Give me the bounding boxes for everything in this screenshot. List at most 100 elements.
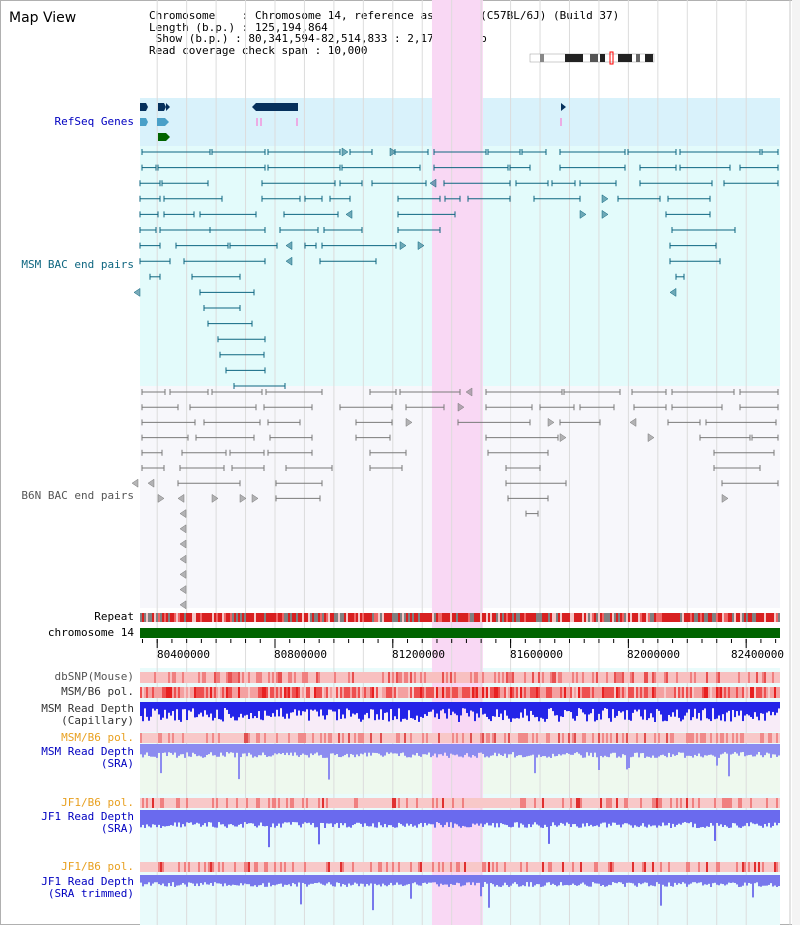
msm-depth-capillary-track-bar: [558, 702, 560, 722]
jf1-depth-sra-track-bar: [362, 810, 364, 827]
msm-b6-pol-track-2-cell: [572, 733, 574, 743]
msm-depth-sra-track-bar: [766, 744, 768, 753]
msm-b6-pol-track-cell: [468, 687, 470, 698]
msm-depth-capillary-track-bar: [146, 702, 148, 717]
msm-depth-capillary-track-bar: [640, 702, 642, 717]
jf1-depth-sra-track-bar: [760, 810, 762, 826]
jf1-depth-sra-track-bar: [620, 810, 622, 828]
msm-b6-pol-track-cell: [486, 687, 488, 698]
msm-depth-sra-track-bar: [764, 744, 766, 756]
msm-depth-capillary-track-bar: [524, 702, 526, 709]
msm-depth-capillary-track-bar: [258, 702, 260, 712]
msm-depth-capillary-track-bar: [342, 702, 344, 715]
msm-b6-pol-track-2-cell: [256, 733, 258, 743]
jf1-depth-sra-track-bar: [578, 810, 580, 828]
jf1-depth-trimmed-track-bar: [316, 875, 318, 884]
jf1-depth-trimmed-track-bar: [544, 875, 546, 886]
jf1-depth-sra-track-bar: [668, 810, 670, 823]
repeat-element: [280, 613, 282, 622]
msm-depth-capillary-track-bar: [664, 702, 666, 721]
dbsnp-track-cell: [318, 672, 320, 683]
jf1-depth-trimmed-track-bar: [446, 875, 448, 885]
jf1-b6-pol-track-cell: [274, 798, 276, 808]
jf1-b6-pol-track-2-cell: [660, 862, 662, 872]
msm-depth-sra-track-bar: [516, 744, 518, 756]
msm-b6-pol-track-2-cell: [704, 733, 706, 743]
jf1-depth-sra-track-bar: [340, 810, 342, 824]
msm-depth-capillary-track-bar: [446, 702, 448, 719]
jf1-depth-sra-track-bar: [234, 810, 236, 827]
b6n-bac-pair-end: [239, 493, 247, 503]
jf1-depth-trimmed-track-bar: [602, 875, 604, 886]
msm-b6-pol-track-cell: [614, 687, 616, 698]
jf1-depth-sra-track-bar: [756, 810, 758, 824]
msm-b6-pol-track-cell: [340, 687, 342, 698]
jf1-depth-sra-track-bar: [676, 810, 678, 825]
grid-lines: [156, 0, 747, 925]
msm-b6-pol-track-2-cell: [422, 733, 424, 743]
jf1-depth-sra-track-bar: [144, 810, 146, 828]
msm-b6-pol-track-cell: [720, 687, 722, 698]
msm-depth-capillary-track-bar: [470, 702, 472, 711]
jf1-b6-pol-track-cell: [462, 798, 464, 808]
repeat-element: [664, 613, 666, 622]
track-label-refseq[interactable]: RefSeq Genes: [54, 115, 134, 128]
b6n-bac-pair-end: [559, 433, 567, 443]
dbsnp-track-cell: [226, 672, 228, 683]
jf1-depth-trimmed-track-bar: [624, 875, 626, 887]
repeat-element: [250, 613, 252, 622]
msm-depth-sra-track-bar: [432, 744, 434, 756]
msm-depth-capillary-track-bar: [154, 702, 156, 711]
msm-depth-sra-track-bar: [554, 744, 556, 757]
msm-b6-pol-track-2-cell: [616, 733, 618, 743]
repeat-element: [344, 613, 346, 622]
msm-b6-pol-track-cell: [628, 687, 630, 698]
msm-depth-capillary-track-bar: [654, 702, 656, 722]
msm-b6-pol-track-2-cell: [140, 733, 142, 743]
msm-depth-sra-track-bar: [660, 744, 662, 756]
scrollbar-track[interactable]: [792, 0, 800, 925]
repeat-element: [304, 613, 306, 622]
jf1-depth-sra-track-bar: [240, 810, 242, 824]
msm-b6-pol-track-cell: [316, 687, 318, 698]
track-label-b6n-bac[interactable]: B6N BAC end pairs: [21, 489, 134, 502]
jf1-depth-sra-track-bar: [372, 810, 374, 824]
jf1-depth-sra-track-bar: [584, 810, 586, 827]
msm-b6-pol-track-cell: [142, 687, 144, 698]
msm-depth-capillary-track-bar: [732, 702, 734, 710]
repeat-element: [620, 613, 622, 622]
msm-depth-sra-track-bar: [164, 744, 166, 753]
msm-b6-pol-track-cell: [764, 687, 766, 698]
repeat-element: [750, 613, 752, 622]
msm-depth-capillary-track-bar: [734, 702, 736, 718]
msm-depth-capillary-track-bar: [188, 702, 190, 711]
jf1-b6-pol-track-2-cell: [520, 862, 522, 872]
msm-depth-capillary-track-bar: [376, 702, 378, 715]
msm-depth-capillary-track-bar: [508, 702, 510, 719]
jf1-depth-sra-track-bar: [358, 810, 360, 823]
repeat-element: [160, 613, 162, 622]
msm-depth-sra-track-bar: [492, 744, 494, 756]
jf1-depth-sra-track-bar: [244, 810, 246, 823]
msm-depth-capillary-track-bar: [340, 702, 342, 719]
jf1-b6-pol-track-2-cell: [758, 862, 760, 872]
jf1-depth-sra-track-bar: [644, 810, 646, 827]
jf1-depth-trimmed-track-bar: [386, 875, 388, 887]
jf1-depth-sra-track-bar: [190, 810, 192, 823]
msm-depth-capillary-track-bar: [196, 702, 198, 718]
msm-b6-pol-track-2-cell: [360, 733, 362, 743]
jf1-depth-trimmed-track-bar: [722, 875, 724, 885]
dbsnp-track-cell: [174, 672, 176, 683]
msm-depth-capillary-track-bar: [218, 702, 220, 720]
msm-depth-capillary-track-bar: [770, 702, 772, 716]
msm-depth-sra-track-bar: [388, 744, 390, 754]
jf1-b6-pol-track-2-cell: [774, 862, 776, 872]
track-label-msm-bac[interactable]: MSM BAC end pairs: [21, 258, 134, 271]
msm-depth-capillary-track-bar: [294, 702, 296, 710]
msm-depth-sra-track-bar: [688, 744, 690, 756]
msm-b6-pol-track-cell: [214, 687, 216, 698]
jf1-b6-pol-track-2-cell: [742, 862, 744, 872]
repeat-element: [340, 613, 342, 622]
msm-b6-pol-track-cell: [314, 687, 316, 698]
